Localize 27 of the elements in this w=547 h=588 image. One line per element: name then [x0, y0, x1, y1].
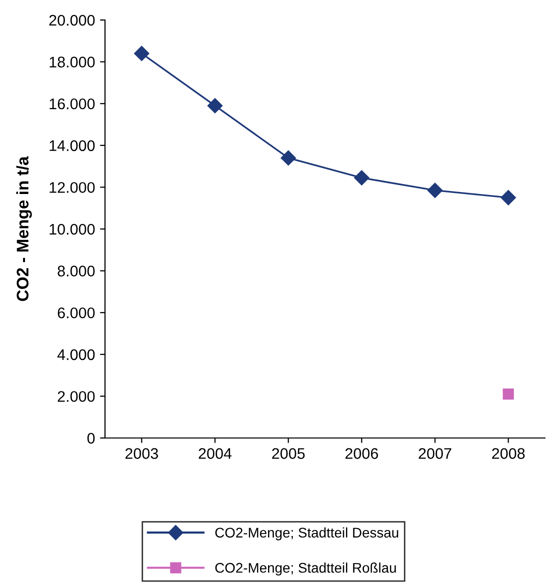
legend-label: CO2-Menge; Stadtteil Roßlau: [215, 562, 396, 576]
point: [427, 182, 443, 198]
y-tick-label: 0: [87, 432, 95, 444]
x-tick-label: 2004: [198, 448, 232, 459]
y-tick-label: 2.000: [58, 391, 95, 402]
x-tick-label: 2006: [345, 448, 378, 459]
x-tick-label: 2003: [125, 448, 158, 459]
y-tick-label: 10.000: [50, 224, 95, 235]
y-tick-label: 12.000: [50, 182, 95, 193]
point: [500, 190, 516, 206]
y-tick-label: 18.000: [50, 56, 95, 68]
y-tick-label: 14.000: [50, 140, 95, 152]
x-tick-label: 2007: [418, 448, 452, 459]
x-tick-label: 2008: [492, 448, 525, 459]
y-tick-label: 16.000: [50, 98, 95, 110]
legend-label: CO2-Menge; Stadtteil Dessau: [215, 527, 398, 540]
point: [354, 170, 370, 186]
point: [134, 46, 150, 62]
y-tick-label: 4.000: [57, 349, 95, 360]
point: [280, 150, 296, 166]
x-tick-label: 2005: [272, 448, 305, 459]
y-tick-label: 6.000: [58, 307, 95, 318]
point: [502, 388, 514, 400]
y-tick-label: 20.000: [49, 14, 95, 26]
point: [207, 98, 223, 114]
y-tick-label: 8.000: [58, 266, 95, 276]
y-axis-title: CO2 - Menge in t/a: [16, 156, 32, 302]
